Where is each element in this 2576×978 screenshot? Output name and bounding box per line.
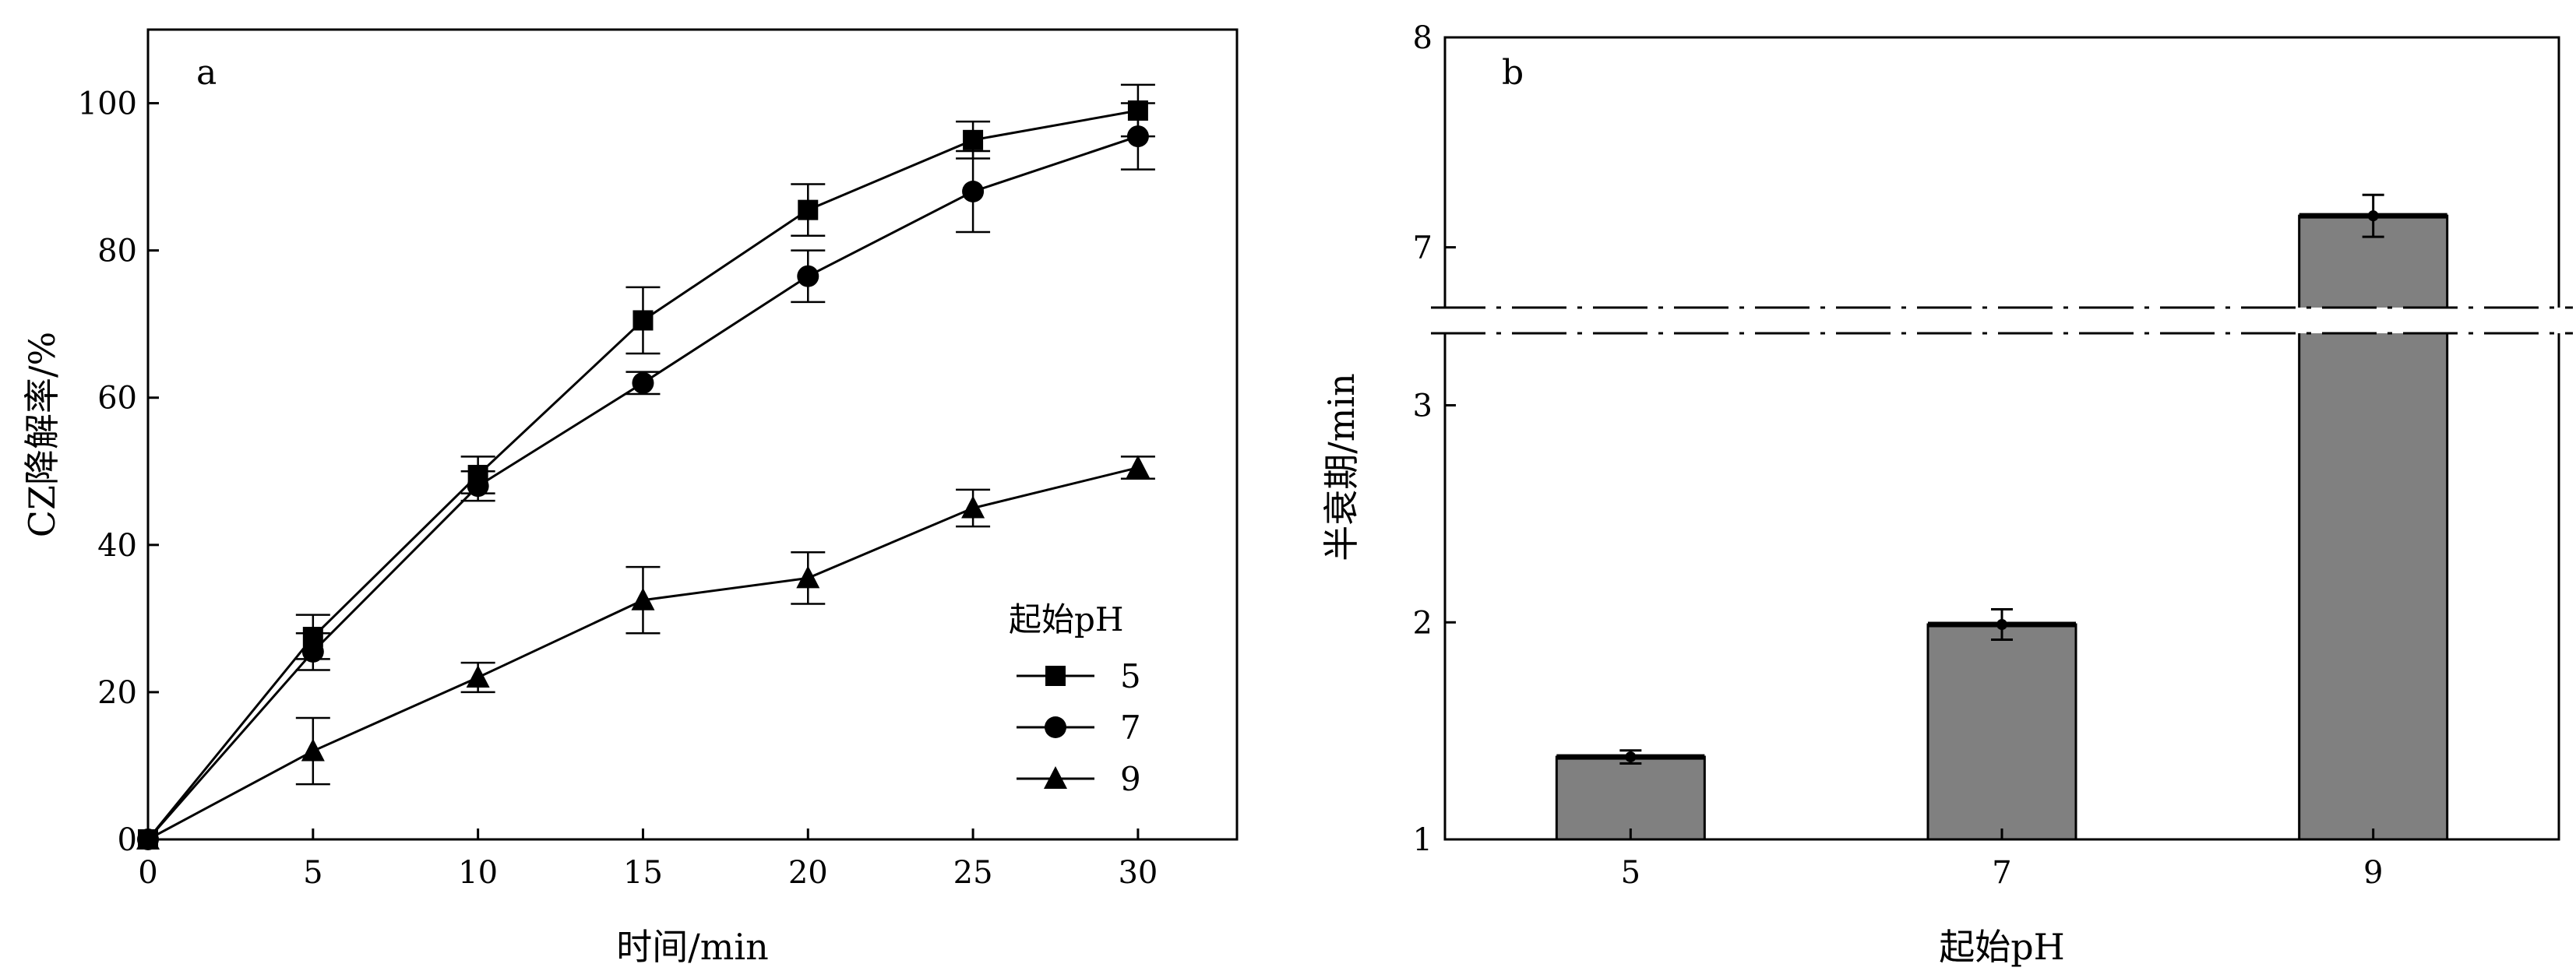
chart-a-y-tick-label: 80 bbox=[97, 234, 137, 269]
chart-a-legend-marker bbox=[1045, 716, 1066, 738]
chart-a-x-tick-label: 20 bbox=[788, 855, 828, 891]
chart-a-legend-entry: 5 bbox=[1120, 657, 1141, 695]
chart-b-y-tick-label: 7 bbox=[1413, 230, 1432, 266]
chart-b-mean-point bbox=[2367, 210, 2379, 222]
chart-a-x-tick-label: 25 bbox=[953, 855, 993, 891]
chart-a-legend-title: 起始pH bbox=[1009, 600, 1124, 639]
chart-a-series-ph-9 bbox=[136, 455, 1155, 850]
chart-b: 5 7 9 1 2 3 7 8 b 起始pH 半衰期/min bbox=[1320, 20, 2573, 968]
chart-a-x-tick-label: 0 bbox=[138, 855, 157, 891]
chart-b-panel-label: b bbox=[1502, 53, 1524, 93]
chart-a-point-ph-7 bbox=[467, 475, 489, 498]
chart-a-legend: 起始pH 5 7 9 bbox=[1009, 600, 1141, 798]
chart-a-x-ticks: 0 5 10 15 20 25 30 bbox=[138, 828, 1158, 891]
chart-b-y-tick-label: 8 bbox=[1413, 20, 1432, 56]
chart-a-point-ph-9 bbox=[1126, 455, 1150, 478]
chart-a-point-ph-9 bbox=[466, 665, 490, 688]
chart-a-y-tick-label: 60 bbox=[97, 381, 137, 417]
chart-b-y-tick-label: 3 bbox=[1413, 389, 1432, 424]
chart-a-point-ph-9 bbox=[301, 738, 325, 762]
chart-a-point-ph-9 bbox=[136, 827, 160, 850]
chart-b-mean-point bbox=[1625, 751, 1637, 763]
chart-a-x-tick-label: 15 bbox=[623, 855, 663, 891]
chart-a-point-ph-5 bbox=[633, 310, 654, 331]
chart-b-x-ticks: 5 7 9 bbox=[1621, 828, 2383, 891]
chart-b-bar-ph-7 bbox=[1926, 623, 2077, 841]
chart-b-y-ticks: 1 2 3 7 8 bbox=[1413, 20, 1456, 858]
chart-a-legend-marker bbox=[1044, 766, 1067, 789]
chart-a-y-tick-label: 100 bbox=[78, 86, 137, 122]
chart-a-y-ticks: 0 20 40 60 80 100 bbox=[78, 86, 159, 858]
chart-a-series bbox=[136, 83, 1155, 850]
chart-a-point-ph-5 bbox=[798, 199, 819, 220]
chart-a-x-tick-label: 10 bbox=[458, 855, 498, 891]
chart-a-y-tick-label: 0 bbox=[118, 822, 137, 858]
chart-a-legend-marker bbox=[1045, 666, 1066, 686]
chart-a-y-axis-title: CZ降解率/% bbox=[21, 332, 63, 537]
chart-a-y-tick-label: 20 bbox=[97, 675, 137, 711]
chart-b-x-tick-label: 7 bbox=[1992, 855, 2011, 891]
chart-a-point-ph-7 bbox=[632, 371, 654, 394]
chart-b-axis-break bbox=[1431, 306, 2573, 335]
chart-b-break-gap bbox=[1431, 308, 2573, 333]
chart-a-series-ph-7 bbox=[137, 102, 1155, 850]
chart-a-legend-entry: 7 bbox=[1120, 709, 1141, 747]
chart-b-bar-ph-5 bbox=[1555, 755, 1706, 841]
chart-a: 0 5 10 15 20 25 30 0 20 40 60 80 100 a 时间/min CZ降解率… bbox=[21, 28, 1239, 968]
chart-b-mean-point bbox=[1996, 619, 2007, 631]
chart-a-point-ph-7 bbox=[1126, 125, 1149, 148]
chart-b-x-axis-title: 起始pH bbox=[1939, 926, 2065, 968]
chart-b-x-tick-label: 5 bbox=[1621, 855, 1640, 891]
chart-a-legend-entry: 9 bbox=[1120, 760, 1141, 798]
chart-a-point-ph-7 bbox=[301, 640, 324, 663]
chart-a-point-ph-9 bbox=[961, 495, 985, 519]
chart-b-y-tick-label: 1 bbox=[1413, 822, 1432, 858]
chart-a-x-tick-label: 5 bbox=[303, 855, 322, 891]
chart-a-y-tick-label: 40 bbox=[97, 528, 137, 564]
chart-a-point-ph-9 bbox=[631, 587, 655, 610]
chart-b-y-axis-title: 半衰期/min bbox=[1320, 373, 1362, 561]
chart-a-plot-frame bbox=[146, 28, 1239, 841]
chart-a-point-ph-5 bbox=[963, 129, 984, 150]
chart-b-x-tick-label: 9 bbox=[2363, 855, 2383, 891]
chart-a-panel-label: a bbox=[196, 53, 217, 93]
chart-a-point-ph-7 bbox=[962, 181, 985, 202]
chart-b-y-tick-label: 2 bbox=[1413, 605, 1432, 641]
chart-a-point-ph-9 bbox=[796, 565, 820, 589]
chart-a-x-tick-label: 30 bbox=[1118, 855, 1158, 891]
chart-a-x-axis-title: 时间/min bbox=[616, 926, 768, 968]
chart-a-point-ph-7 bbox=[797, 265, 819, 287]
